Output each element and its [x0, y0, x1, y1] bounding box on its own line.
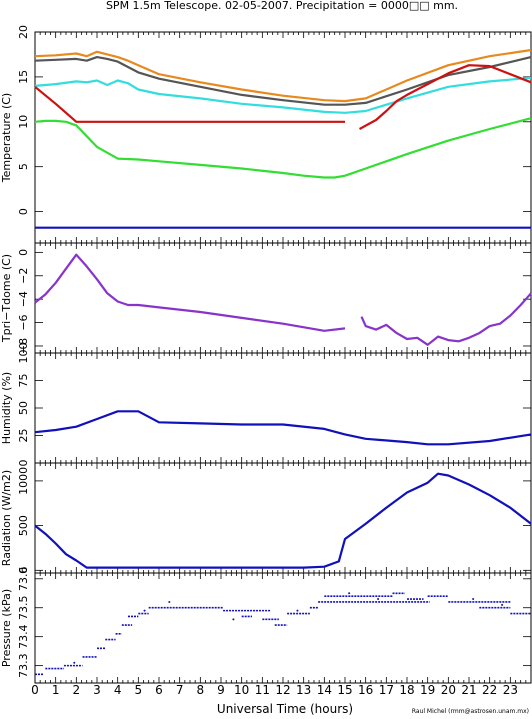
- pressure-point: [472, 598, 475, 601]
- x-tick-label: 10: [234, 683, 249, 697]
- y-tick-label: 73.4: [17, 624, 30, 649]
- x-tick-label: 4: [114, 683, 122, 697]
- x-tick-label: 21: [461, 683, 476, 697]
- x-tick-label: 19: [420, 683, 435, 697]
- series-line-gray: [34, 56, 532, 106]
- series-line-blue: [34, 410, 532, 446]
- x-tick-label: 22: [482, 683, 497, 697]
- series-line-cyan: [34, 76, 532, 114]
- y-tick-label: −6: [17, 314, 30, 330]
- x-axis-label: Universal Time (hours): [217, 702, 353, 716]
- y-tick-label: 15: [17, 70, 30, 84]
- y-axis-label: Temperature (C): [0, 93, 13, 183]
- y-tick-label: 100: [17, 343, 30, 364]
- y-tick-label: 75: [17, 374, 30, 388]
- y-tick-label: 5: [17, 163, 30, 170]
- x-tick-label: 15: [337, 683, 352, 697]
- plot-frame: [34, 572, 532, 684]
- x-tick-label: 2: [73, 683, 81, 697]
- panel-humidity: 0 25 50 75 100 Humidity (%): [0, 343, 532, 467]
- y-tick-label: 20: [17, 25, 30, 39]
- plot-frame: [34, 352, 532, 464]
- series-line-green: [34, 117, 532, 179]
- series-line-red: [358, 64, 532, 130]
- x-tick-label: 11: [255, 683, 270, 697]
- y-axis-label: Humidity (%): [0, 372, 13, 444]
- y-axis-label: Pressure (kPa): [0, 589, 13, 667]
- x-tick-label: 20: [441, 683, 456, 697]
- y-axis-label: Radiation (W/m2): [0, 470, 13, 566]
- x-tick-label: 23: [503, 683, 518, 697]
- y-tick-label: 1000: [17, 467, 30, 495]
- pressure-point: [168, 600, 171, 603]
- y-tick-label: −8: [17, 338, 30, 354]
- series-line-red: [34, 85, 345, 123]
- y-tick-label: 25: [17, 429, 30, 443]
- panel-temperature: 0 5 10 15 20 Temperature (C): [0, 25, 532, 244]
- panel-tpri: 0 −2 −4 −6 −8 Tpri−Tdome (C): [0, 242, 532, 354]
- pressure-point: [501, 603, 504, 606]
- y-tick-label: −2: [17, 268, 30, 284]
- series-line-purple: [360, 292, 532, 346]
- pressure-point: [296, 609, 299, 612]
- x-tick-label: 3: [93, 683, 101, 697]
- pressure-point: [73, 661, 76, 664]
- x-tick-label: 13: [296, 683, 311, 697]
- x-tick-label: 1: [52, 683, 60, 697]
- chart-title: SPM 1.5m Telescope. 02-05-2007. Precipit…: [106, 0, 458, 12]
- series-line-orange: [34, 48, 532, 103]
- x-tick-label: 6: [155, 683, 163, 697]
- x-tick-label: 16: [358, 683, 373, 697]
- series-line-blue: [34, 472, 532, 569]
- x-tick-label: 18: [399, 683, 414, 697]
- y-tick-label: 73.5: [17, 595, 30, 620]
- panel-radiation: 0 500 1000 Radiation (W/m2): [0, 462, 532, 574]
- x-tick-label: 9: [217, 683, 225, 697]
- pressure-point: [143, 609, 146, 612]
- x-tick-label: 8: [197, 683, 205, 697]
- y-tick-label: 0: [17, 249, 30, 256]
- y-tick-label: 73.6: [17, 567, 30, 592]
- pressure-point: [348, 592, 351, 595]
- y-tick-label: 0: [17, 208, 30, 215]
- y-tick-label: 500: [17, 515, 30, 536]
- x-tick-label: 17: [379, 683, 394, 697]
- plot-frame: [34, 242, 532, 354]
- y-tick-label: 10: [17, 115, 30, 129]
- y-tick-label: 0: [17, 567, 30, 574]
- y-tick-label: 0: [17, 460, 30, 467]
- series-line-purple: [34, 253, 346, 332]
- x-tick-label: 7: [176, 683, 184, 697]
- pressure-point: [232, 618, 235, 621]
- y-tick-label: −4: [17, 291, 30, 307]
- y-tick-label: 50: [17, 401, 30, 415]
- x-tick-label: 5: [135, 683, 143, 697]
- y-axis-label: Tpri−Tdome (C): [0, 254, 13, 343]
- x-tick-label: 14: [317, 683, 332, 697]
- y-tick-label: 73.3: [17, 653, 30, 678]
- x-tick-label: 0: [31, 683, 39, 697]
- pressure-point: [377, 598, 380, 601]
- x-tick-label: 12: [275, 683, 290, 697]
- credit-text: Raul Michel (rmm@astrosen.unam.mx): [412, 708, 529, 715]
